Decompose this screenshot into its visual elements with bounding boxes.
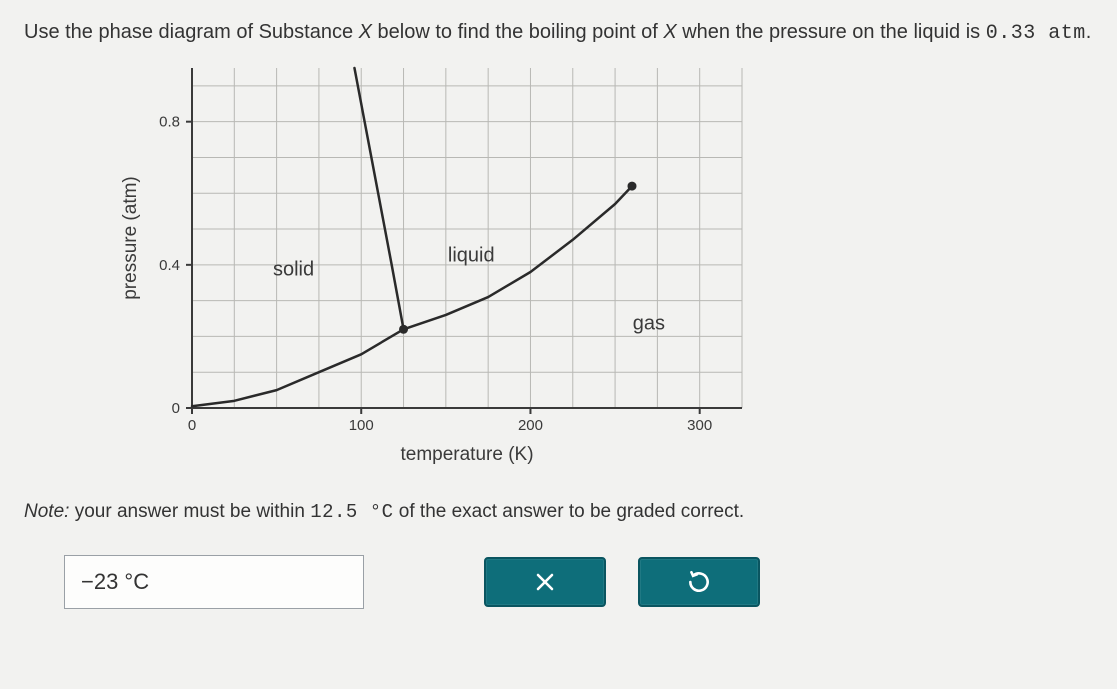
phase-diagram-chart: 0 100 200 300 0 0.4 0.8 temperature (K) pressure… [114,58,754,483]
question-text: Use the phase diagram of Substance X bel… [24,18,1093,48]
svg-text:0: 0 [188,417,196,434]
svg-text:0: 0 [172,400,180,417]
svg-text:liquid: liquid [448,244,495,266]
svg-text:solid: solid [273,259,314,281]
clear-button[interactable] [484,557,606,607]
answer-input[interactable]: −23 °C [64,555,364,609]
svg-text:0.8: 0.8 [159,114,180,131]
answer-row: −23 °C [24,555,1093,609]
q-subst1: X [359,21,372,43]
svg-text:300: 300 [687,417,712,434]
reset-button[interactable] [638,557,760,607]
phase-diagram-svg: 0 100 200 300 0 0.4 0.8 temperature (K) pressure… [114,58,754,478]
svg-text:100: 100 [349,417,374,434]
note-text: Note: your answer must be within 12.5 °C… [24,501,1093,523]
undo-icon [686,569,712,595]
q-mid2: when the pressure on the liquid is [677,21,986,43]
note-body2: of the exact answer to be graded correct… [394,501,745,522]
svg-text:gas: gas [633,312,665,334]
note-body1: your answer must be within [69,501,310,522]
svg-text:0.4: 0.4 [159,257,180,274]
q-suffix: . [1086,21,1092,43]
svg-text:200: 200 [518,417,543,434]
q-prefix: Use the phase diagram of Substance [24,21,359,43]
note-label: Note: [24,501,69,522]
svg-text:temperature (K): temperature (K) [400,444,533,465]
answer-value: −23 °C [81,569,149,595]
svg-text:pressure (atm): pressure (atm) [120,176,141,300]
note-tolerance: 12.5 °C [310,501,393,523]
button-group [484,557,760,607]
q-pressure: 0.33 atm [986,22,1086,45]
q-mid1: below to find the boiling point of [372,21,663,43]
q-subst2: X [663,21,676,43]
x-icon [533,570,557,594]
